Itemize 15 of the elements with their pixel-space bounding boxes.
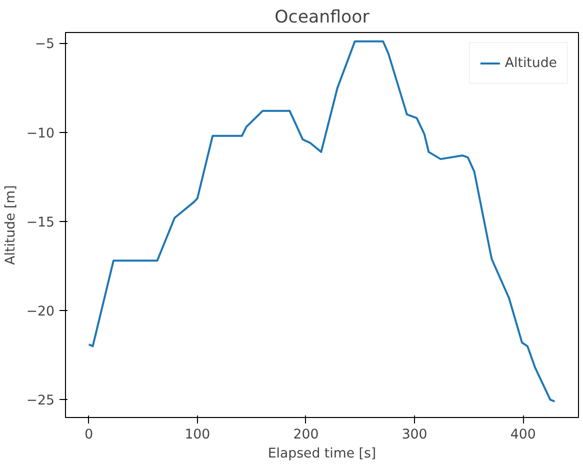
y-tick-label: −5 — [34, 37, 55, 52]
y-tick-label: −20 — [26, 304, 55, 320]
y-tick-label: −10 — [26, 126, 55, 142]
x-tick-label: 0 — [84, 428, 94, 442]
x-tick-label: 200 — [293, 428, 319, 442]
legend-label: Altitude — [504, 56, 557, 70]
y-tick-label: −25 — [26, 394, 55, 409]
x-axis-title: Elapsed time [s] — [268, 446, 376, 462]
y-axis-title: Altitude [m] — [3, 185, 18, 265]
x-tick-label: 100 — [184, 428, 210, 442]
x-tick-label: 300 — [402, 428, 428, 442]
x-tick-label: 400 — [510, 428, 536, 442]
chart-title: Oceanfloor — [274, 8, 370, 28]
y-tick-label: −15 — [26, 215, 55, 230]
line-series — [88, 40, 556, 402]
